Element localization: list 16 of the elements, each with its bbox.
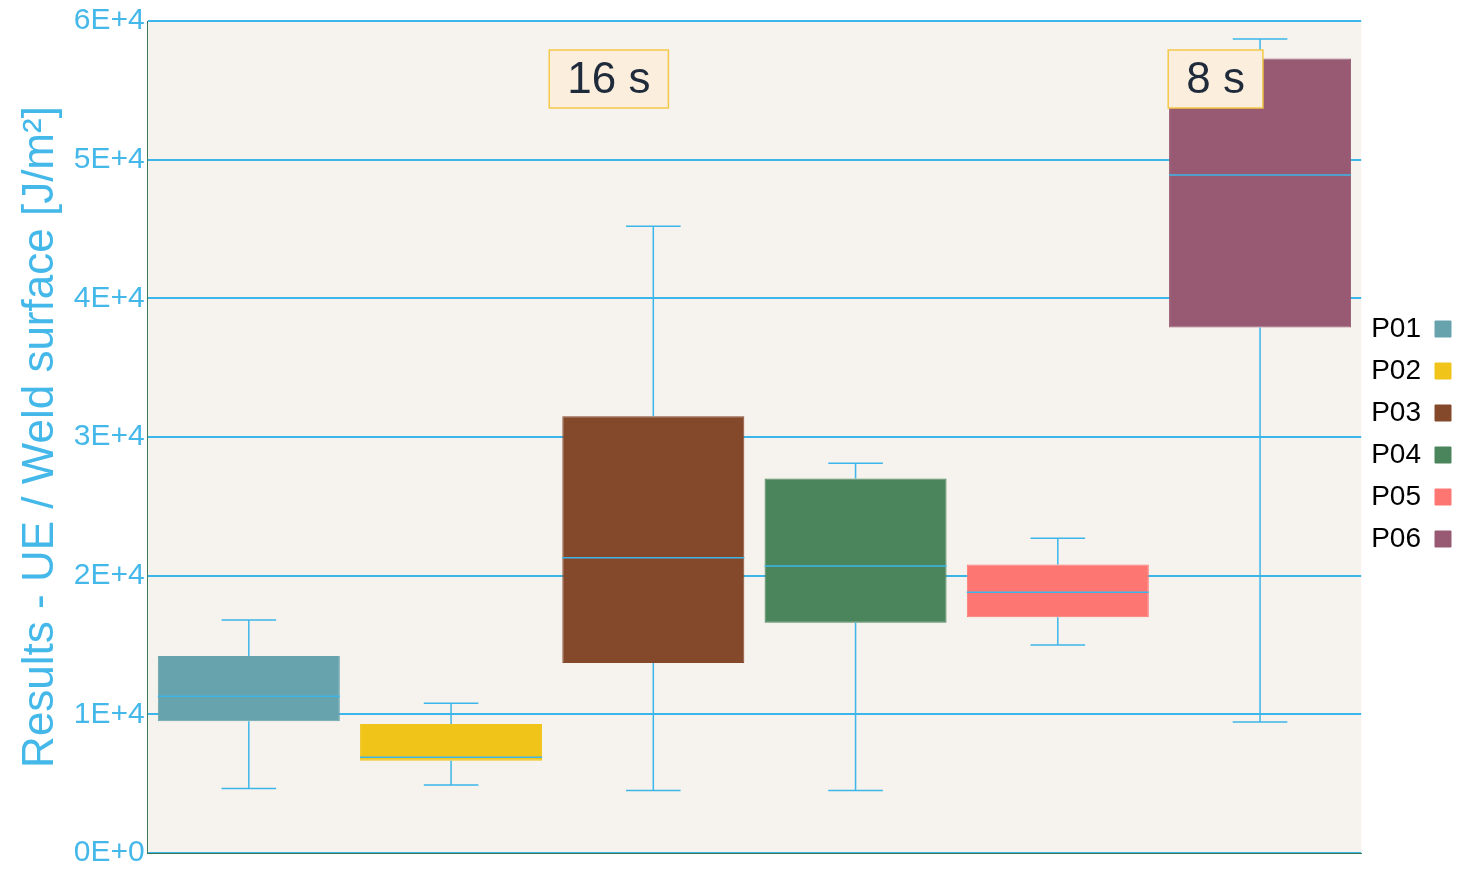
legend-label: P03 bbox=[1371, 395, 1421, 427]
y-tick-label: 4E+4 bbox=[73, 279, 145, 313]
legend-label: P06 bbox=[1371, 521, 1421, 553]
y-tick-label: 1E+4 bbox=[73, 695, 145, 729]
y-tick-label: 2E+4 bbox=[73, 556, 145, 590]
legend-label: P02 bbox=[1371, 353, 1421, 385]
y-tick-label: 5E+4 bbox=[73, 140, 145, 174]
y-tick-label: 6E+4 bbox=[73, 2, 145, 36]
y-tick-label: 0E+0 bbox=[73, 834, 145, 868]
annotation: 16 s bbox=[567, 53, 651, 103]
legend-label: P04 bbox=[1371, 437, 1421, 469]
annotation: 8 s bbox=[1186, 53, 1245, 103]
legend-label: P01 bbox=[1371, 311, 1421, 343]
y-tick-label: 3E+4 bbox=[73, 418, 145, 452]
legend-label: P05 bbox=[1371, 479, 1421, 511]
y-axis-title: Results - UE / Weld surface [J/m²] bbox=[12, 106, 62, 768]
